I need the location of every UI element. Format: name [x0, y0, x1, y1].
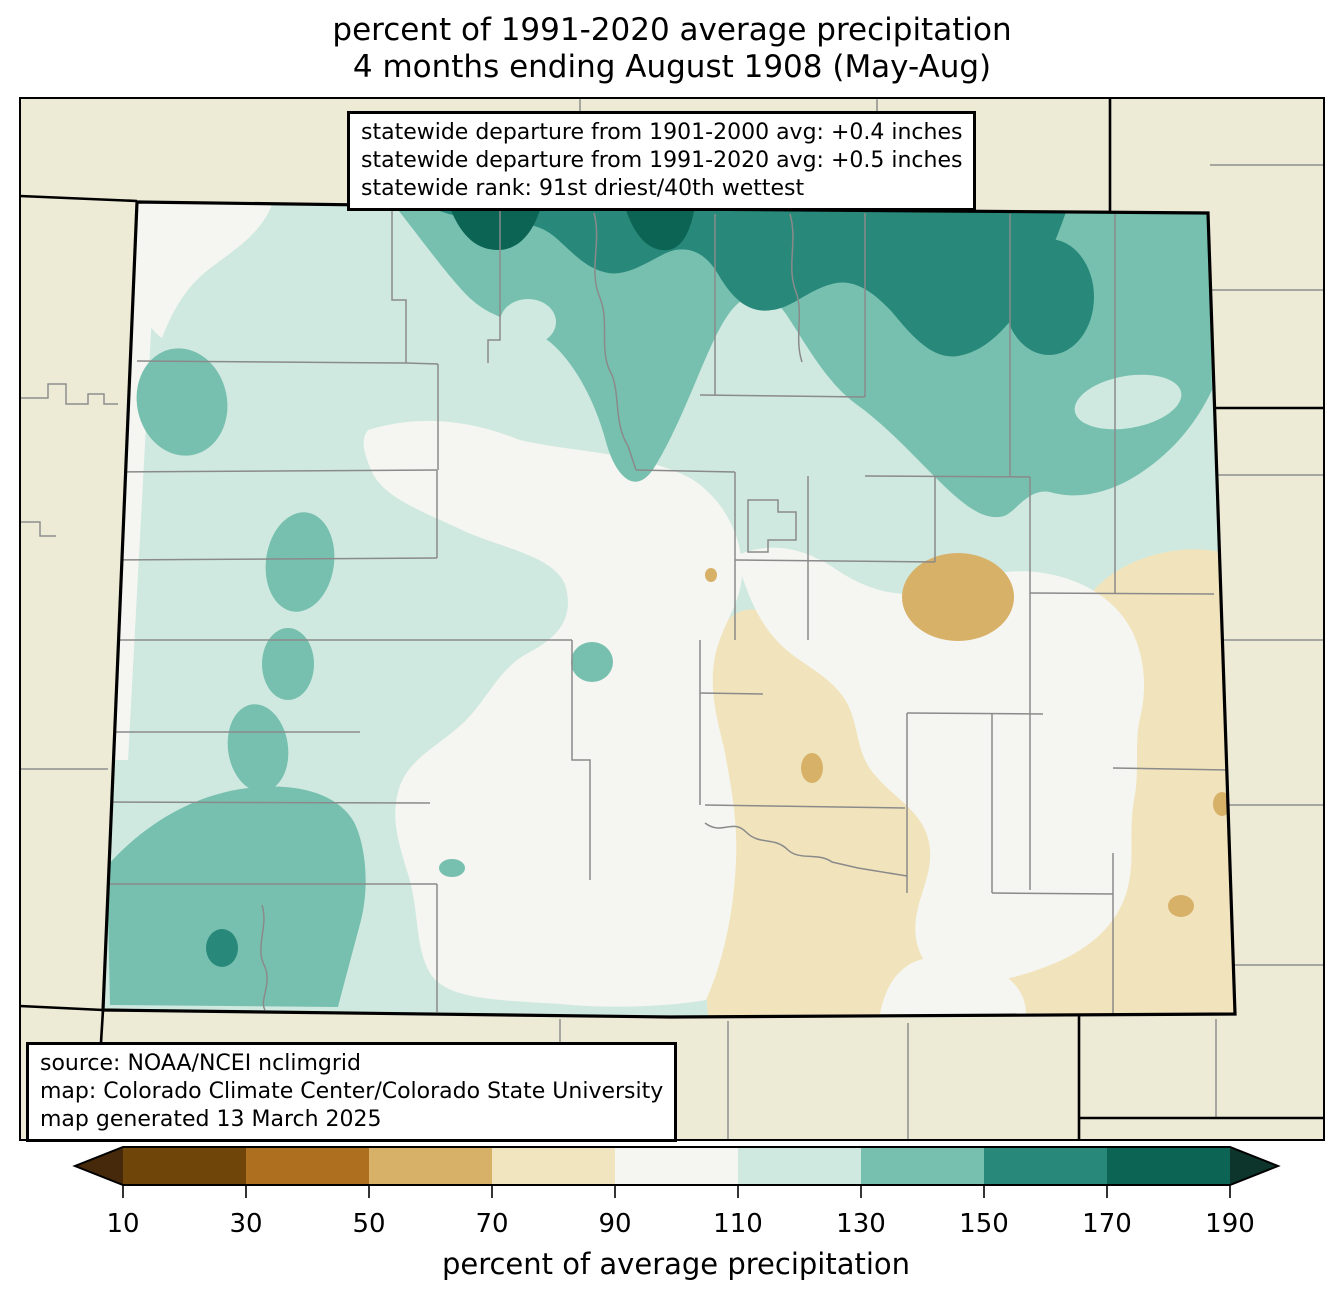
tick-label: 130 [836, 1209, 886, 1239]
tick-label: 70 [475, 1209, 508, 1239]
colorbar: 10 30 50 70 90 110 130 150 170 190 perce… [72, 1146, 1281, 1281]
outside-county-lines [20, 98, 1324, 1140]
stats-line-2: statewide departure from 1991-2020 avg: … [361, 148, 963, 173]
figure-title: percent of 1991-2020 average precipitati… [0, 12, 1344, 86]
colorbar-ticks [122, 1185, 1231, 1198]
tick-label: 50 [352, 1209, 385, 1239]
stats-box: statewide departure from 1901-2000 avg: … [347, 111, 977, 211]
tick-label: 90 [598, 1209, 631, 1239]
title-line-2: 4 months ending August 1908 (May-Aug) [352, 49, 992, 85]
colorbar-under-arrow [75, 1147, 123, 1185]
title-line-1: percent of 1991-2020 average precipitati… [332, 12, 1012, 48]
tick-label: 150 [959, 1209, 1009, 1239]
county-lines [103, 209, 1229, 1014]
tick-label: 170 [1082, 1209, 1132, 1239]
colorbar-over-arrow [1230, 1147, 1278, 1185]
colorbar-tick-labels: 10 30 50 70 90 110 130 150 170 190 [106, 1209, 1254, 1239]
source-box: source: NOAA/NCEI nclimgrid map: Colorad… [26, 1042, 678, 1142]
source-line-2: map: Colorado Climate Center/Colorado St… [40, 1079, 664, 1104]
colorbar-axis-label: percent of average precipitation [442, 1247, 910, 1281]
tick-label: 190 [1205, 1209, 1255, 1239]
source-line-3: map generated 13 March 2025 [40, 1107, 382, 1132]
stats-line-1: statewide departure from 1901-2000 avg: … [361, 120, 963, 145]
tick-label: 30 [229, 1209, 262, 1239]
stats-line-3: statewide rank: 91st driest/40th wettest [361, 176, 805, 201]
precip-contours [103, 202, 1235, 1017]
tick-label: 110 [713, 1209, 763, 1239]
tick-label: 10 [106, 1209, 139, 1239]
source-line-1: source: NOAA/NCEI nclimgrid [40, 1051, 361, 1076]
